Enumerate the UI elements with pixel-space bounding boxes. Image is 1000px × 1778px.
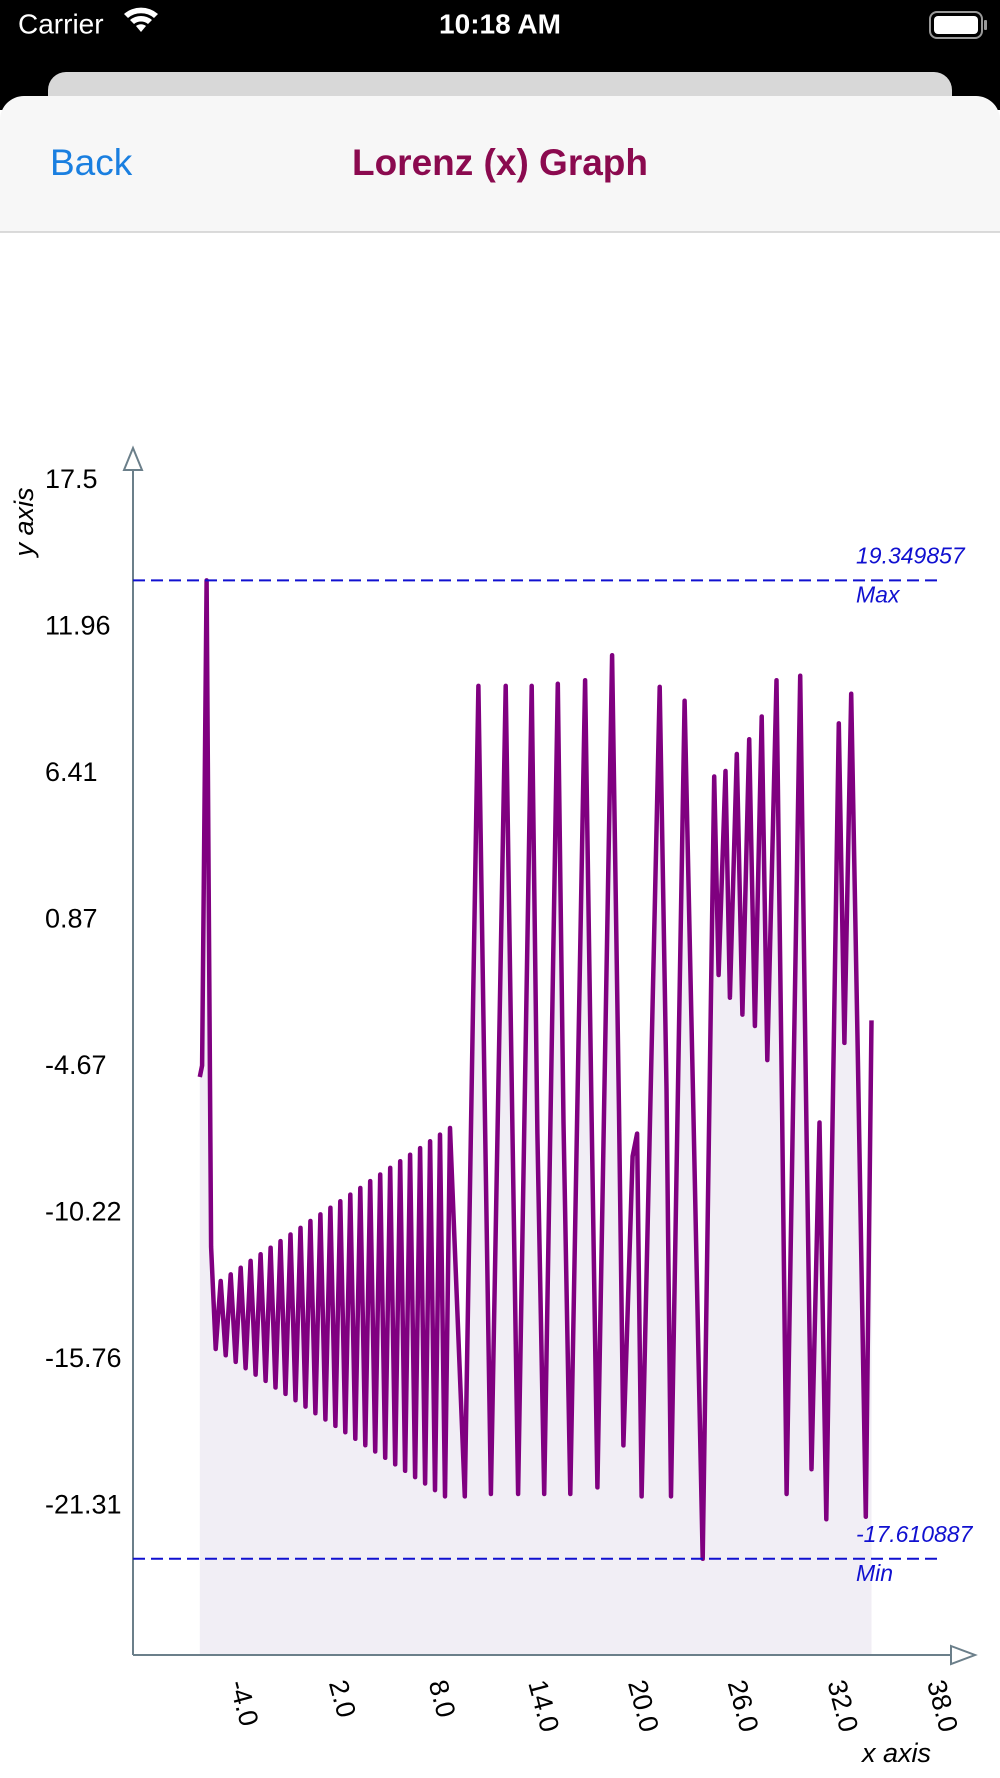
- y-tick-label: 0.87: [45, 903, 98, 933]
- nav-title: Lorenz (x) Graph: [352, 142, 648, 183]
- y-tick-label: 11.96: [45, 610, 111, 640]
- y-axis-label: y axis: [9, 487, 39, 558]
- battery-icon: [929, 11, 987, 39]
- nav-bar: [0, 96, 1000, 232]
- min-caption: Min: [856, 1560, 893, 1586]
- y-tick-label: 17.5: [45, 464, 98, 494]
- min-value-label: -17.610887: [856, 1521, 974, 1547]
- max-value-label: 19.349857: [856, 542, 966, 568]
- max-caption: Max: [856, 581, 901, 607]
- y-tick-label: -21.31: [45, 1490, 122, 1520]
- y-axis-arrow: [122, 445, 144, 471]
- clock: 10:18 AM: [439, 8, 561, 39]
- y-tick-label: -10.22: [45, 1197, 122, 1227]
- x-axis-arrow: [950, 1644, 978, 1666]
- y-tick-label: 6.41: [45, 757, 98, 787]
- x-axis-label: x axis: [860, 1738, 931, 1768]
- wifi-icon: [124, 7, 158, 32]
- line: [197, 578, 874, 1562]
- y-tick-label: -4.67: [45, 1050, 107, 1080]
- y-tick-label: -15.76: [45, 1343, 122, 1373]
- carrier: Carrier: [18, 8, 104, 39]
- back-button[interactable]: Back: [50, 142, 133, 183]
